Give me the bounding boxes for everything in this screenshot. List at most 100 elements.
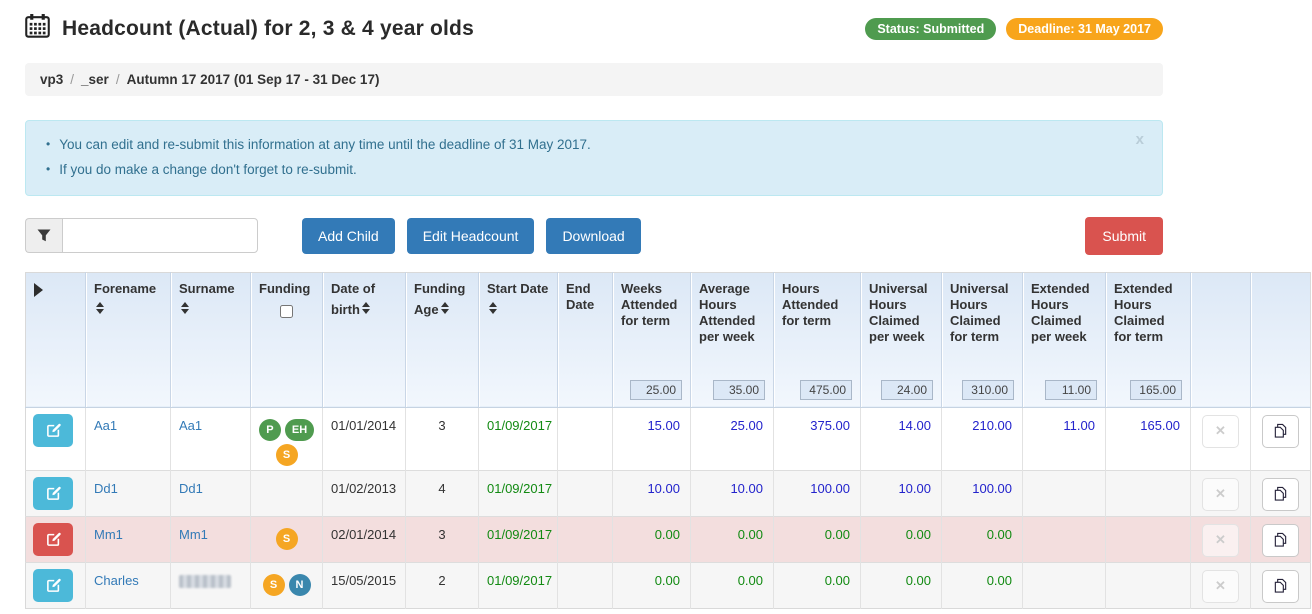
sort-icon <box>179 301 189 314</box>
alert-close-button[interactable]: x <box>1135 131 1144 148</box>
toolbar: Add Child Edit Headcount Download Submit <box>25 216 1163 255</box>
cell-funding-age: 2 <box>405 561 479 609</box>
delete-row-button[interactable]: ✕ <box>1202 523 1239 557</box>
deadline-badge: Deadline: 31 May 2017 <box>1006 17 1163 40</box>
column-total: 24.00 <box>881 379 933 400</box>
cell-extended-term <box>1105 515 1191 563</box>
sort-icon <box>439 301 449 314</box>
forename-link[interactable]: Dd1 <box>94 480 118 496</box>
cell-dob: 01/02/2013 <box>322 469 406 517</box>
cell-universal-term: 100.00 <box>941 469 1023 517</box>
cell-hours-attended: 375.00 <box>773 406 861 471</box>
funding-badge-s: S <box>275 527 298 550</box>
col-header-avg-hours-week: Average Hours Attended per week 35.00 <box>690 272 774 408</box>
cell-extended-week <box>1022 515 1106 563</box>
headcount-table: Forename Surname Funding Date of birth F… <box>25 271 1311 609</box>
funding-badges: P EH S <box>258 418 315 466</box>
cell-avg-hours-week: 0.00 <box>690 561 774 609</box>
download-button[interactable]: Download <box>546 217 641 254</box>
column-total: 165.00 <box>1130 379 1182 400</box>
cell-start-date: 01/09/2017 <box>478 561 558 609</box>
delete-row-button[interactable]: ✕ <box>1202 414 1239 448</box>
funding-badges: S <box>259 527 314 550</box>
column-total: 11.00 <box>1045 379 1097 400</box>
breadcrumb-item: _ser <box>81 72 109 87</box>
col-header-funding: Funding <box>250 272 323 408</box>
cell-extended-term <box>1105 469 1191 517</box>
breadcrumb-separator: / <box>70 72 75 87</box>
copy-row-button[interactable] <box>1262 477 1299 511</box>
cell-avg-hours-week: 0.00 <box>690 515 774 563</box>
cell-hours-attended: 0.00 <box>773 515 861 563</box>
cell-weeks-attended: 15.00 <box>612 406 691 471</box>
cell-universal-week: 0.00 <box>860 515 942 563</box>
copy-row-button[interactable] <box>1262 569 1299 603</box>
copy-row-button[interactable] <box>1262 523 1299 557</box>
status-badge: Status: Submitted <box>865 17 997 40</box>
alert-line: If you do make a change don't forget to … <box>46 158 1122 183</box>
filter-group <box>25 218 258 254</box>
cell-universal-week: 14.00 <box>860 406 942 471</box>
col-header-date-of-birth[interactable]: Date of birth <box>322 272 406 408</box>
edit-headcount-button[interactable]: Edit Headcount <box>406 217 535 254</box>
cell-dob: 15/05/2015 <box>322 561 406 609</box>
edit-row-button[interactable] <box>33 522 73 556</box>
col-header-funding-age[interactable]: Funding Age <box>405 272 479 408</box>
forename-link[interactable]: Charles <box>94 572 139 588</box>
funding-badge-p: P <box>258 418 281 441</box>
funding-badge-eh: EH <box>284 418 315 441</box>
col-header-copy <box>1250 272 1311 408</box>
cell-extended-week: 11.00 <box>1022 406 1106 471</box>
info-alert: You can edit and re-submit this informat… <box>25 120 1163 196</box>
cell-avg-hours-week: 25.00 <box>690 406 774 471</box>
col-header-universal-week: Universal Hours Claimed per week 24.00 <box>860 272 942 408</box>
col-header-delete <box>1190 272 1251 408</box>
cell-start-date: 01/09/2017 <box>478 406 558 471</box>
forename-link[interactable]: Aa1 <box>94 417 118 433</box>
funding-filter-checkbox[interactable] <box>280 304 293 318</box>
cell-universal-week: 10.00 <box>860 469 942 517</box>
surname-link[interactable]: Mm1 <box>179 526 208 542</box>
col-header-start-date[interactable]: Start Date <box>478 272 558 408</box>
copy-row-button[interactable] <box>1262 414 1299 448</box>
cell-extended-week <box>1022 469 1106 517</box>
col-header-surname[interactable]: Surname <box>170 272 251 408</box>
filter-input[interactable] <box>62 218 258 254</box>
funding-badge-s: S <box>262 573 285 596</box>
edit-row-button[interactable] <box>33 568 73 602</box>
delete-row-button[interactable]: ✕ <box>1202 569 1239 603</box>
edit-row-button[interactable] <box>33 413 73 447</box>
cell-end-date <box>557 406 613 471</box>
submit-button[interactable]: Submit <box>1085 216 1163 255</box>
funding-badge-s: S <box>275 443 298 466</box>
surname-link[interactable]: Aa1 <box>179 417 203 433</box>
cell-start-date: 01/09/2017 <box>478 515 558 563</box>
column-total: 35.00 <box>713 379 765 400</box>
cell-funding-age: 4 <box>405 469 479 517</box>
sort-icon <box>360 301 370 314</box>
edit-row-button[interactable] <box>33 476 73 510</box>
column-total: 25.00 <box>630 379 682 400</box>
breadcrumb-item: vp3 <box>40 72 64 87</box>
cell-universal-term: 210.00 <box>941 406 1023 471</box>
breadcrumb-item: Autumn 17 2017 (01 Sep 17 - 31 Dec 17) <box>126 72 380 87</box>
forename-link[interactable]: Mm1 <box>94 526 123 542</box>
cell-avg-hours-week: 10.00 <box>690 469 774 517</box>
delete-row-button[interactable]: ✕ <box>1202 477 1239 511</box>
alert-line: You can edit and re-submit this informat… <box>46 133 1122 158</box>
funding-badges: S N <box>259 573 314 596</box>
calendar-icon <box>25 14 50 43</box>
col-header-forename[interactable]: Forename <box>85 272 171 408</box>
cell-weeks-attended: 0.00 <box>612 561 691 609</box>
cell-end-date <box>557 515 613 563</box>
col-header-extended-week: Extended Hours Claimed per week 11.00 <box>1022 272 1106 408</box>
page-title: Headcount (Actual) for 2, 3 & 4 year old… <box>62 16 474 40</box>
cell-extended-term: 165.00 <box>1105 406 1191 471</box>
add-child-button[interactable]: Add Child <box>302 217 395 254</box>
cell-universal-week: 0.00 <box>860 561 942 609</box>
table-row: Aa1 Aa1 P EH S 01/01/2014 3 01/09/2017 1… <box>25 406 1311 471</box>
surname-link[interactable]: Dd1 <box>179 480 203 496</box>
col-header-expander[interactable] <box>25 272 86 408</box>
column-total: 310.00 <box>962 379 1014 400</box>
table-row: Charles S N 15/05/2015 2 01/09/2017 0.00… <box>25 561 1311 609</box>
